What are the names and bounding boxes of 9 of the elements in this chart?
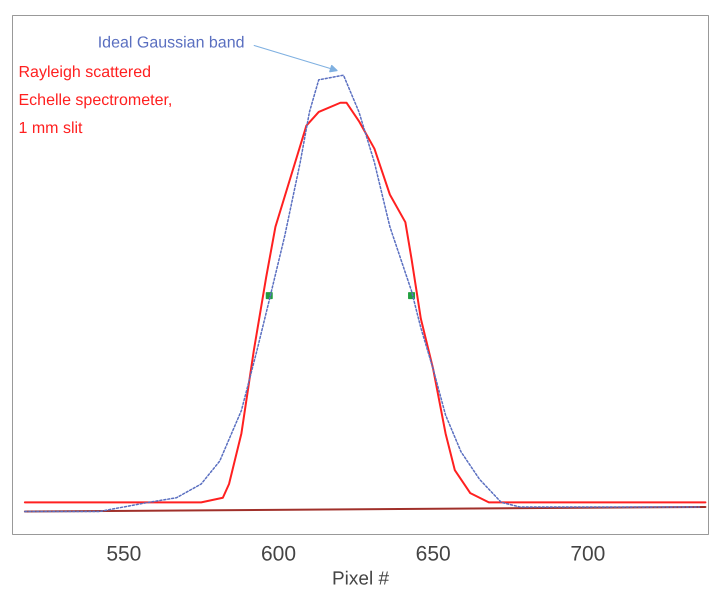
x-tick-label: 700 xyxy=(570,542,606,566)
x-tick-label: 600 xyxy=(261,542,296,566)
x-tick-label: 650 xyxy=(416,542,451,566)
annotation: Echelle spectrometer, xyxy=(18,92,172,109)
x-tick-label: 550 xyxy=(106,542,142,566)
annotation: 1 mm slit xyxy=(18,120,84,137)
annotation: Ideal Gaussian band xyxy=(98,34,245,52)
x-axis-title: Pixel # xyxy=(332,568,390,590)
annotation: Rayleigh scattered xyxy=(18,64,152,81)
